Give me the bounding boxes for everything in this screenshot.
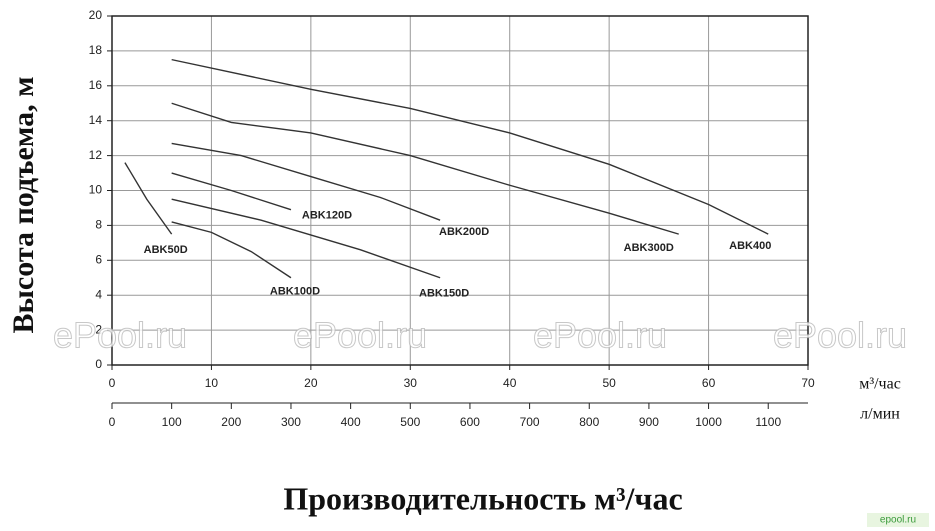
series-line: [171, 221, 292, 279]
x-axis-label: Производительность м³/час: [283, 480, 682, 516]
x-tick-label: 60: [702, 376, 716, 390]
x-tick-label: 10: [205, 376, 219, 390]
series-label: ABK120D: [302, 210, 352, 222]
y-axis-label: Высота подъема, м: [7, 76, 40, 333]
series-line: [124, 162, 173, 235]
x2-tick-label: 0: [109, 415, 116, 429]
y-tick-label: 20: [89, 8, 103, 22]
watermark: ePool.ru: [293, 315, 427, 356]
series-line: [171, 142, 441, 221]
x-tick-label: 0: [109, 376, 116, 390]
series-label: ABK300D: [624, 242, 674, 254]
y-tick-label: 8: [95, 218, 102, 232]
x2-tick-label: 200: [221, 415, 241, 429]
x2-tick-label: 800: [579, 415, 599, 429]
y-tick-label: 18: [89, 43, 103, 57]
series-label: ABK50D: [144, 244, 188, 256]
series-label: ABK100D: [270, 286, 320, 298]
x-unit: м³/час: [859, 376, 901, 393]
x2-tick-label: 500: [400, 415, 420, 429]
badge: epool.ru: [880, 515, 916, 526]
y-tick-label: 14: [89, 113, 103, 127]
x-tick-label: 50: [602, 376, 616, 390]
x-tick-label: 70: [801, 376, 815, 390]
x2-tick-label: 300: [281, 415, 301, 429]
y-tick-label: 16: [89, 78, 103, 92]
y-tick-label: 6: [95, 252, 102, 266]
y-tick-label: 10: [89, 183, 103, 197]
x2-tick-label: 1100: [755, 415, 781, 429]
x2-unit: л/мин: [860, 406, 900, 423]
watermark: ePool.ru: [533, 315, 667, 356]
x2-tick-label: 900: [639, 415, 659, 429]
series-line: [171, 58, 769, 235]
series-label: ABK200D: [439, 226, 489, 238]
plot-frame: [111, 15, 809, 366]
series-line: [171, 198, 441, 279]
y-tick-label: 12: [89, 148, 103, 162]
series-label: ABK400: [729, 240, 771, 252]
x-tick-label: 20: [304, 376, 318, 390]
x2-tick-label: 700: [520, 415, 540, 429]
series-line: [171, 172, 292, 211]
x-tick-label: 40: [503, 376, 517, 390]
y-tick-label: 2: [95, 322, 102, 336]
badge-box: [867, 513, 929, 527]
x2-tick-label: 400: [341, 415, 361, 429]
y-tick-label: 0: [95, 357, 102, 371]
y-tick-label: 4: [95, 287, 102, 301]
x2-tick-label: 100: [162, 415, 182, 429]
x2-tick-label: 600: [460, 415, 480, 429]
watermark: ePool.ru: [773, 315, 907, 356]
series-label: ABK150D: [419, 288, 469, 300]
series-line: [171, 102, 679, 235]
watermark: ePool.ru: [53, 315, 187, 356]
x-tick-label: 30: [404, 376, 418, 390]
x2-tick-label: 1000: [695, 415, 722, 429]
